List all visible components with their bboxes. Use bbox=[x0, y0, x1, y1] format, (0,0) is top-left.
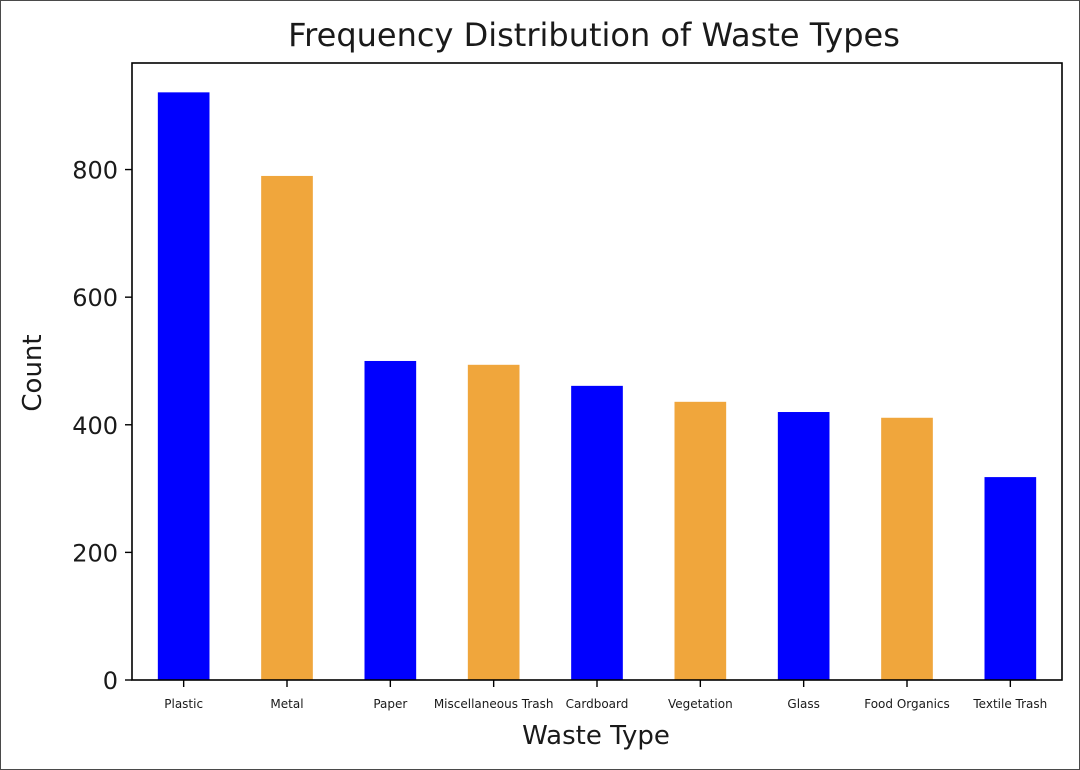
x-tick-label: Miscellaneous Trash bbox=[434, 697, 554, 711]
y-axis-ticks: 0 200 400 600 800 bbox=[72, 157, 132, 695]
bar-vegetation bbox=[674, 401, 727, 680]
bars-group bbox=[157, 92, 1037, 680]
x-axis-label: Waste Type bbox=[522, 721, 670, 751]
chart-title: Frequency Distribution of Waste Types bbox=[288, 16, 900, 54]
x-tick-label: Cardboard bbox=[566, 697, 629, 711]
bar-plastic bbox=[157, 92, 210, 680]
bar-miscellaneous-trash bbox=[467, 364, 520, 680]
bar-glass bbox=[777, 412, 830, 680]
y-tick-label: 200 bbox=[72, 539, 118, 567]
y-tick-label: 800 bbox=[72, 157, 118, 185]
x-tick-label: Textile Trash bbox=[972, 697, 1047, 711]
x-tick-label: Food Organics bbox=[864, 697, 950, 711]
bar-food-organics bbox=[881, 417, 933, 680]
x-axis-ticks: Plastic Metal Paper Miscellaneous Trash Card… bbox=[164, 680, 1047, 711]
y-tick-label: 0 bbox=[103, 667, 118, 695]
y-tick-label: 600 bbox=[72, 284, 118, 312]
x-tick-label: Plastic bbox=[164, 697, 203, 711]
y-tick-label: 400 bbox=[72, 412, 118, 440]
x-tick-label: Vegetation bbox=[668, 697, 733, 711]
x-tick-label: Glass bbox=[787, 697, 820, 711]
x-tick-label: Paper bbox=[373, 697, 407, 711]
x-tick-label: Metal bbox=[270, 697, 303, 711]
bar-textile-trash bbox=[984, 477, 1037, 680]
y-axis-label: Count bbox=[18, 334, 48, 411]
bar-paper bbox=[364, 360, 417, 680]
bar-cardboard bbox=[571, 385, 623, 680]
bar-metal bbox=[261, 175, 313, 680]
